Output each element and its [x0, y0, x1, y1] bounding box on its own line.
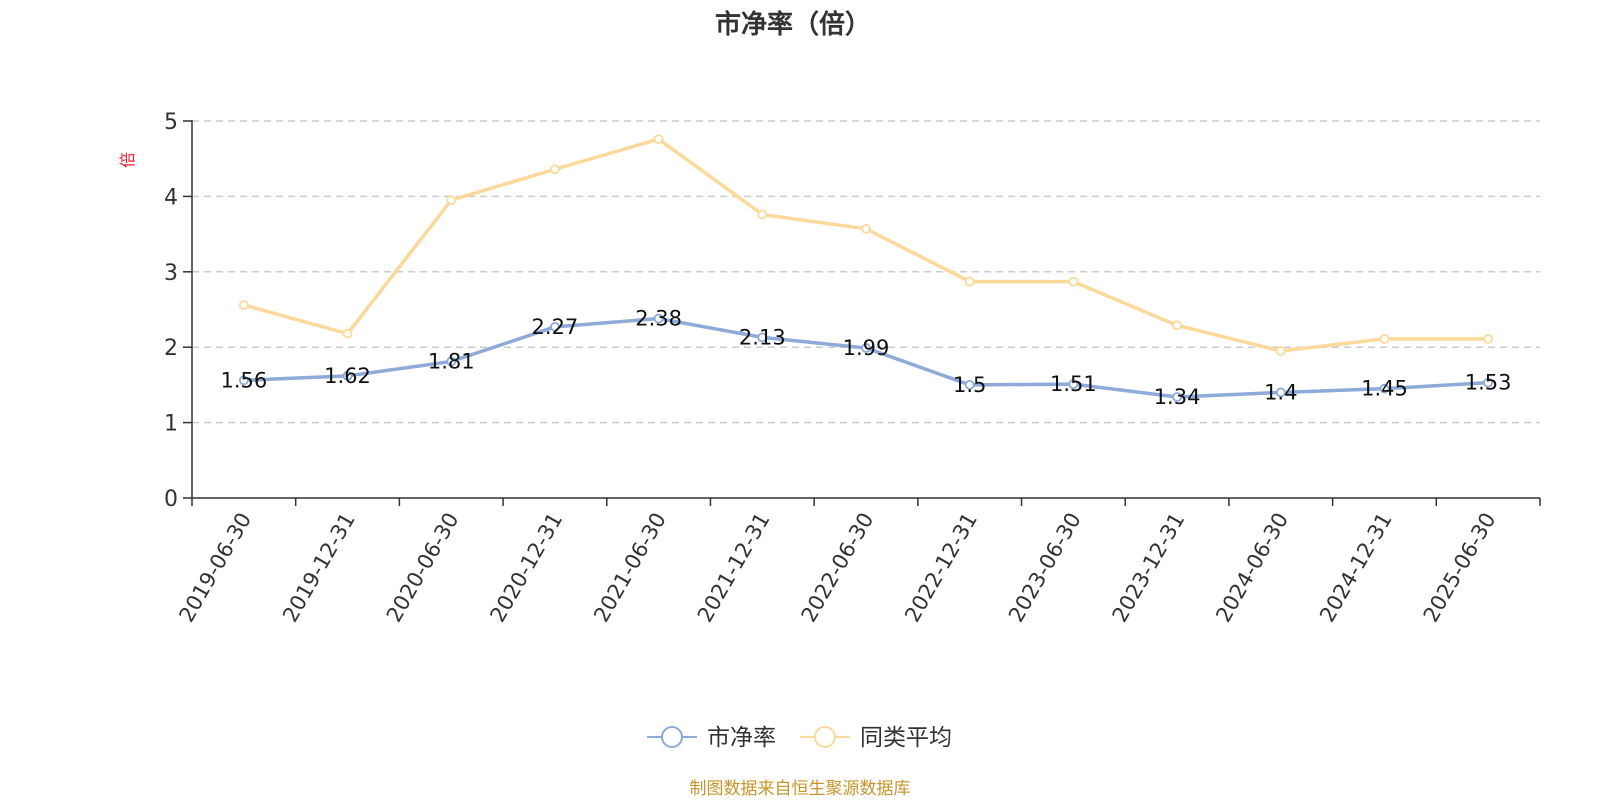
- y-tick-label: 4: [164, 185, 178, 210]
- legend-marker-series-2: [814, 726, 836, 748]
- data-label: 1.62: [324, 364, 371, 388]
- data-label: 1.4: [1264, 380, 1297, 404]
- data-label: 1.34: [1154, 385, 1201, 409]
- data-point-series-2: [757, 209, 768, 220]
- data-label: 1.53: [1465, 371, 1512, 395]
- data-point-series-2: [550, 164, 560, 175]
- data-label: 1.56: [220, 368, 267, 392]
- x-tick-label: 2025-06-30: [1419, 509, 1501, 627]
- legend-marker-series-1: [661, 726, 683, 748]
- legend-label-series-1: 市净率: [707, 725, 776, 751]
- data-point-series-1: [1172, 392, 1182, 402]
- legend-label-series-2: 同类平均: [860, 725, 952, 751]
- data-label: 1.5: [953, 373, 986, 397]
- data-point-series-1: [446, 356, 457, 367]
- data-point-series-1: [342, 370, 353, 381]
- data-point-series-1: [550, 321, 560, 332]
- x-tick-label: 2019-12-31: [278, 509, 360, 627]
- legend-item-series-2[interactable]: 同类平均: [800, 725, 952, 751]
- data-label: 2.13: [739, 325, 786, 349]
- data-point-series-1: [653, 313, 664, 324]
- x-tick-label: 2021-12-31: [693, 509, 775, 627]
- data-point-series-1: [1379, 383, 1390, 394]
- data-point-series-1: [1483, 377, 1494, 388]
- data-label: 1.51: [1050, 372, 1097, 396]
- x-tick-label: 2019-06-30: [174, 509, 256, 627]
- data-point-series-2: [1172, 320, 1182, 331]
- chart-title: 市净率（倍）: [715, 9, 871, 40]
- x-tick-labels: 2019-06-30 2019-12-31 2020-06-30 2020-12-31…: [174, 509, 1500, 627]
- y-tick-label: 5: [164, 110, 178, 135]
- data-point-series-2: [1068, 276, 1079, 287]
- source-note: 制图数据来自恒生聚源数据库: [690, 779, 911, 799]
- x-tick-label: 2020-12-31: [485, 509, 567, 627]
- data-point-series-2: [861, 223, 871, 234]
- x-tick-label: 2024-06-30: [1211, 509, 1293, 627]
- data-label: 2.38: [635, 307, 682, 331]
- x-tick-label: 2023-06-30: [1004, 509, 1086, 627]
- data-point-series-2: [1275, 346, 1286, 356]
- x-tick-label: 2023-12-31: [1108, 509, 1190, 627]
- x-tick-label: 2024-12-31: [1315, 509, 1397, 627]
- x-tick-label: 2022-12-31: [900, 509, 982, 627]
- series-line-2: [242, 137, 1490, 353]
- y-tick-label: 2: [164, 336, 178, 361]
- y-tick-label: 3: [164, 261, 178, 286]
- data-point-series-1: [964, 379, 975, 390]
- series-layer: [238, 134, 1494, 402]
- data-label: 1.45: [1361, 377, 1408, 401]
- data-point-series-1: [1068, 379, 1079, 390]
- x-tick-label: 2020-06-30: [382, 509, 464, 627]
- y-tick-label: 0: [164, 487, 178, 512]
- data-label: 1.99: [843, 336, 890, 360]
- data-label: 1.81: [428, 350, 475, 374]
- data-point-series-1: [1275, 387, 1286, 398]
- data-point-series-2: [964, 276, 975, 287]
- y-axis-label: 倍: [118, 152, 137, 168]
- data-point-series-2: [446, 195, 457, 206]
- legend: 市净率 同类平均: [647, 725, 952, 751]
- data-label: 2.27: [532, 315, 579, 339]
- data-point-series-1: [238, 375, 249, 386]
- x-tick-label: 2021-06-30: [589, 509, 671, 627]
- data-point-series-1: [757, 332, 768, 343]
- data-point-series-2: [1483, 334, 1494, 344]
- data-point-series-2: [342, 328, 353, 339]
- data-point-series-2: [653, 134, 664, 144]
- data-point-series-2: [238, 300, 249, 310]
- data-labels: 1.56 1.62 1.81 2.27 2.38 2.13 1.99 1.5 1.51 1.34 1…: [220, 307, 1511, 409]
- y-tick-labels: 0 1 2 3 4 5: [164, 110, 178, 512]
- legend-item-series-1[interactable]: 市净率: [647, 725, 776, 751]
- data-point-series-2: [1379, 334, 1390, 344]
- data-point-series-1: [861, 343, 871, 353]
- y-tick-label: 1: [164, 412, 178, 437]
- x-tick-label: 2022-06-30: [797, 509, 879, 627]
- axes: [183, 120, 1541, 506]
